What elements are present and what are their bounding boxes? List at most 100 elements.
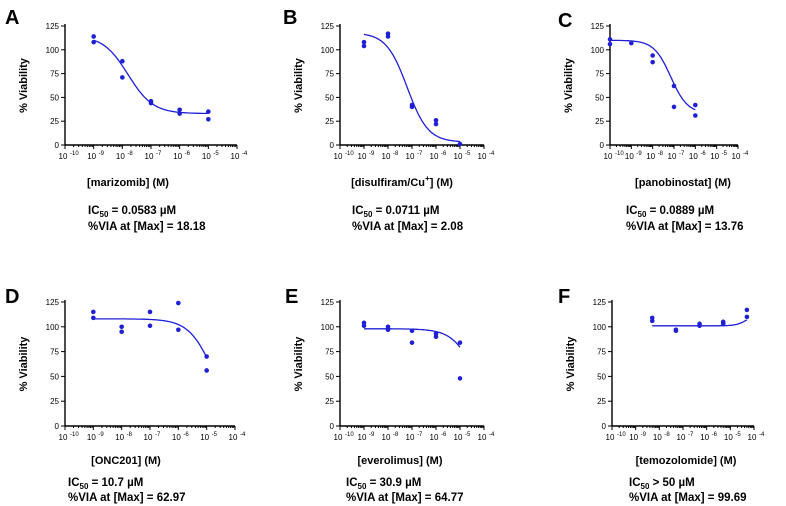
y-tick-label: 100 <box>593 323 607 332</box>
y-tick-label: 0 <box>55 141 60 150</box>
y-tick-label: 0 <box>330 141 335 150</box>
x-tick-exponent: -4 <box>242 151 248 157</box>
data-point <box>119 324 124 330</box>
data-point <box>385 34 391 39</box>
data-point <box>385 327 391 333</box>
x-tick-label: 10 <box>454 433 463 442</box>
ic50-text: IC50 > 50 µM <box>629 477 695 491</box>
data-point <box>176 327 181 333</box>
data-point <box>693 102 698 108</box>
panel-letter: B <box>283 7 297 29</box>
ic50-value: = 0.0711 µM <box>372 205 439 217</box>
ic50-label: IC <box>88 205 100 217</box>
x-tick-label: 10 <box>173 152 182 161</box>
x-tick-label: 10 <box>732 152 741 161</box>
x-tick-label: 10 <box>629 433 638 442</box>
x-tick-label: 10 <box>430 433 439 442</box>
x-axis-title: [ONC201] (M) <box>91 455 161 467</box>
x-tick-label: 10 <box>229 433 238 442</box>
ic50-subscript: 50 <box>100 210 109 219</box>
y-axis-title: % Viability <box>18 336 30 392</box>
x-tick-exponent: -7 <box>417 432 423 438</box>
data-point <box>120 58 125 64</box>
y-axis-title: % Viability <box>563 57 575 113</box>
y-tick-label: 125 <box>321 22 335 31</box>
x-tick-exponent: -7 <box>155 432 161 438</box>
x-axis-title-main: [everolimus] <box>358 455 424 467</box>
ic50-text: IC50 = 30.9 µM <box>346 477 421 491</box>
y-tick-label: 125 <box>46 22 60 31</box>
data-point <box>697 323 702 329</box>
ic50-value: > 50 µM <box>649 477 694 489</box>
data-point <box>720 321 726 327</box>
x-tick-label: 10 <box>115 433 124 442</box>
x-tick-exponent: -8 <box>664 432 670 438</box>
data-point <box>607 41 613 47</box>
x-tick-exponent: -10 <box>345 432 354 438</box>
x-tick-exponent: -8 <box>658 151 664 157</box>
y-tick-label: 100 <box>321 323 335 332</box>
x-tick-exponent: -9 <box>369 151 375 157</box>
panel-letter: A <box>5 7 19 29</box>
data-point <box>91 34 96 39</box>
x-tick-label: 10 <box>145 152 154 161</box>
ic50-subscript: 50 <box>358 482 367 491</box>
x-axis-title: [everolimus] (M) <box>358 455 443 467</box>
x-tick-label: 10 <box>606 433 615 442</box>
x-tick-label: 10 <box>625 152 634 161</box>
data-point <box>693 113 698 118</box>
y-tick-label: 75 <box>597 348 606 357</box>
fit-curve <box>363 33 461 143</box>
x-tick-exponent: -6 <box>700 151 706 157</box>
data-point <box>457 340 463 345</box>
data-point <box>120 75 125 80</box>
data-point <box>673 328 679 334</box>
data-point <box>433 117 439 123</box>
y-tick-label: 75 <box>50 70 59 79</box>
data-point <box>91 309 96 315</box>
x-tick-label: 10 <box>59 433 68 442</box>
x-tick-label: 10 <box>710 152 719 161</box>
x-axis-title: [temozolomide] (M) <box>636 455 737 467</box>
x-tick-label: 10 <box>172 433 181 442</box>
x-tick-exponent: -10 <box>70 151 79 157</box>
x-tick-exponent: -8 <box>393 151 399 157</box>
y-tick-label: 50 <box>50 372 59 381</box>
x-tick-label: 10 <box>358 433 367 442</box>
y-tick-label: 100 <box>46 323 60 332</box>
x-tick-exponent: -4 <box>489 151 495 157</box>
data-point <box>177 107 182 113</box>
data-point <box>744 307 750 313</box>
ic50-subscript: 50 <box>641 482 650 491</box>
data-point <box>409 104 415 110</box>
y-tick-label: 25 <box>595 117 604 126</box>
fit-curve <box>610 39 696 111</box>
y-tick-label: 100 <box>591 46 605 55</box>
data-point <box>148 100 154 106</box>
y-tick-label: 100 <box>46 46 60 55</box>
data-point <box>650 59 655 65</box>
ic50-value: = 0.0889 µM <box>646 205 714 217</box>
y-tick-label: 125 <box>593 298 607 307</box>
x-tick-exponent: -9 <box>98 432 104 438</box>
y-tick-label: 75 <box>595 70 604 79</box>
y-tick-label: 50 <box>325 93 334 102</box>
data-point <box>457 376 463 381</box>
y-tick-label: 0 <box>330 422 335 431</box>
y-tick-label: 100 <box>321 46 335 55</box>
y-tick-label: 50 <box>597 372 606 381</box>
x-tick-exponent: -7 <box>688 432 694 438</box>
x-tick-label: 10 <box>202 152 211 161</box>
ic50-subscript: 50 <box>80 482 89 491</box>
x-tick-exponent: -9 <box>636 151 642 157</box>
data-point <box>204 354 209 359</box>
x-tick-label: 10 <box>116 152 125 161</box>
data-point <box>147 309 153 315</box>
x-tick-label: 10 <box>382 433 391 442</box>
data-point <box>671 104 677 110</box>
ic50-label: IC <box>629 477 641 489</box>
x-tick-label: 10 <box>87 433 96 442</box>
